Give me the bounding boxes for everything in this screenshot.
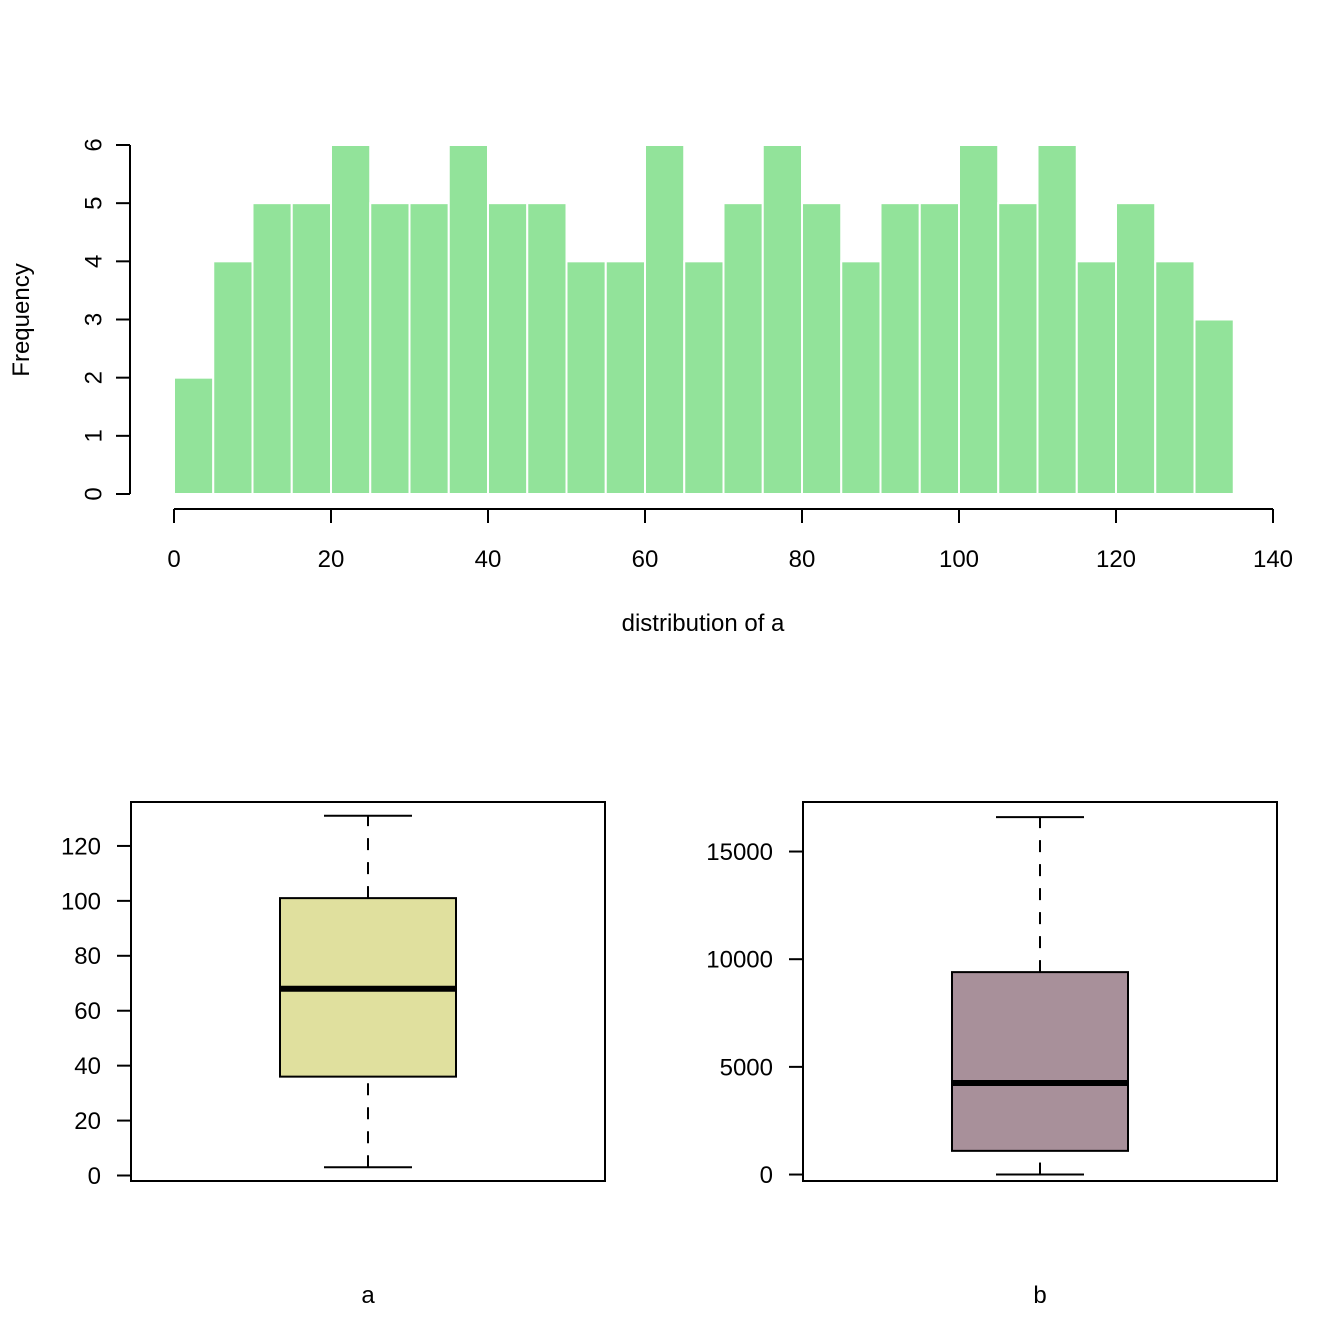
- boxplot-b-marks: [951, 816, 1129, 1176]
- histogram-x-tick-label: 80: [789, 546, 816, 573]
- histogram-y-axis: 0 1 2 3 4 5 6: [80, 138, 131, 501]
- histogram-y-tick-label: 0: [80, 487, 107, 500]
- boxplot-a-chart: 0 20 40 60 80 100 120 a: [61, 801, 606, 1309]
- histogram-bar: [722, 202, 764, 496]
- histogram-bar: [1193, 318, 1235, 495]
- histogram-bar: [958, 144, 1000, 495]
- histogram-bar: [1075, 260, 1117, 496]
- histogram-y-tick-label: 2: [80, 371, 107, 384]
- boxplot-a-y-tick-label: 120: [61, 833, 101, 860]
- histogram-bar: [683, 260, 725, 496]
- boxplot-a-y-tick-label: 60: [74, 998, 101, 1025]
- boxplot-a-x-axis-label: a: [361, 1282, 375, 1309]
- histogram-y-tick-label: 4: [80, 255, 107, 268]
- histogram-bar: [879, 202, 921, 496]
- histogram-bar: [565, 260, 607, 496]
- boxplot-b-chart: 0 5000 10000 15000 b: [706, 801, 1278, 1309]
- histogram-x-tick-label: 120: [1096, 546, 1136, 573]
- histogram-x-axis: 0 20 40 60 80 100 120 140: [167, 508, 1293, 573]
- histogram-bar: [251, 202, 293, 496]
- histogram-bar: [761, 144, 803, 495]
- histogram-bar: [330, 144, 372, 495]
- boxplot-b-y-tick-label: 5000: [720, 1054, 773, 1081]
- histogram-bar: [487, 202, 529, 496]
- histogram-bars: [173, 144, 1235, 496]
- boxplot-b-x-axis-label: b: [1033, 1282, 1046, 1309]
- boxplot-b-y-axis: 0 5000 10000 15000: [706, 839, 804, 1189]
- histogram-x-tick-label: 60: [632, 546, 659, 573]
- boxplot-a-y-tick-label: 20: [74, 1108, 101, 1135]
- histogram-y-tick-label: 5: [80, 196, 107, 209]
- histogram-bar: [212, 260, 254, 496]
- boxplot-b-y-tick-label: 15000: [706, 839, 773, 866]
- boxplot-a-y-axis: 0 20 40 60 80 100 120: [61, 833, 132, 1190]
- histogram-bar: [801, 202, 843, 496]
- histogram-bar: [918, 202, 960, 496]
- histogram-y-tick-label: 1: [80, 429, 107, 442]
- histogram-x-tick-label: 140: [1253, 546, 1293, 573]
- histogram-x-tick-label: 100: [939, 546, 979, 573]
- histogram-y-tick-label: 6: [80, 138, 107, 151]
- boxplot-b-y-tick-label: 10000: [706, 947, 773, 974]
- boxplot-b-y-tick-label: 0: [760, 1162, 773, 1189]
- histogram-bar: [1115, 202, 1157, 496]
- histogram-bar: [290, 202, 332, 496]
- histogram-bar: [1036, 144, 1078, 495]
- histogram-y-tick-label: 3: [80, 313, 107, 326]
- histogram-bar: [644, 144, 686, 495]
- histogram-x-axis-label: distribution of a: [622, 610, 785, 637]
- histogram-bar: [526, 202, 568, 496]
- boxplot-b-iqr-box: [951, 971, 1129, 1152]
- histogram-y-axis-label: Frequency: [8, 263, 35, 376]
- boxplot-a-marks: [279, 814, 457, 1169]
- histogram-x-tick-label: 40: [475, 546, 502, 573]
- histogram-x-tick-label: 0: [167, 546, 180, 573]
- histogram-bar: [840, 260, 882, 496]
- histogram-bar: [1154, 260, 1196, 496]
- histogram-bar: [604, 260, 646, 496]
- histogram-x-tick-label: 20: [318, 546, 345, 573]
- boxplot-a-y-tick-label: 0: [88, 1163, 101, 1190]
- boxplot-a-y-tick-label: 80: [74, 943, 101, 970]
- boxplot-a-y-tick-label: 100: [61, 888, 101, 915]
- boxplot-a-y-tick-label: 40: [74, 1053, 101, 1080]
- histogram-bar: [447, 144, 489, 495]
- histogram-bar: [369, 202, 411, 496]
- histogram-bar: [408, 202, 450, 496]
- histogram-chart: 0 1 2 3 4 5 6 0 20 40 60 80 100 120 140 distribution …: [8, 138, 1293, 637]
- histogram-bar: [997, 202, 1039, 496]
- histogram-bar: [173, 376, 215, 495]
